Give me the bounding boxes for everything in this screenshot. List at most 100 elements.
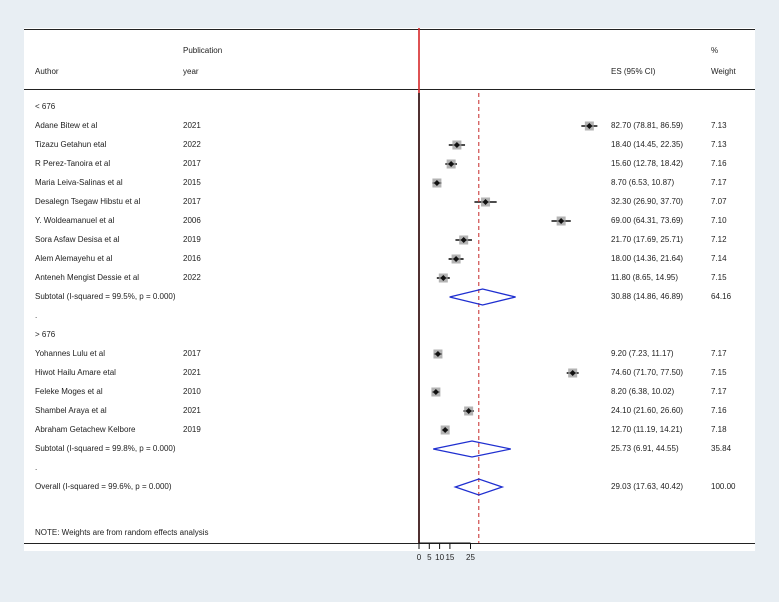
x-tick-label: 15 <box>445 553 454 562</box>
point-estimate <box>569 370 576 376</box>
study-year: 2006 <box>183 216 201 225</box>
study-ci: 21.70 (17.69, 25.71) <box>611 235 684 244</box>
study-year: 2021 <box>183 368 201 377</box>
study-author: Shambel Araya et al <box>35 406 107 415</box>
overall-label: Overall (I-squared = 99.6%, p = 0.000) <box>35 482 172 491</box>
point-estimate <box>465 408 472 414</box>
study-weight: 7.13 <box>711 121 727 130</box>
header-weight-line2: Weight <box>711 67 736 76</box>
study-ci: 74.60 (71.70, 77.50) <box>611 368 684 377</box>
study-year: 2017 <box>183 159 201 168</box>
study-year: 2010 <box>183 387 201 396</box>
study-weight: 7.16 <box>711 159 727 168</box>
subtotal-label: Subtotal (I-squared = 99.8%, p = 0.000) <box>35 444 176 453</box>
study-year: 2021 <box>183 406 201 415</box>
study-weight: 7.15 <box>711 273 727 282</box>
study-weight: 7.14 <box>711 254 727 263</box>
forest-plot: Publication Author year ES (95% CI) % We… <box>24 28 755 562</box>
study-year: 2016 <box>183 254 201 263</box>
point-estimate <box>482 199 489 205</box>
study-weight: 7.17 <box>711 178 727 187</box>
header-author: Author <box>35 67 59 76</box>
subtotal-weight: 64.16 <box>711 292 732 301</box>
study-ci: 8.20 (6.38, 10.02) <box>611 387 675 396</box>
study-author: Y. Woldeamanuel et al <box>35 216 115 225</box>
subtotal-ci: 30.88 (14.86, 46.89) <box>611 292 684 301</box>
point-estimate <box>453 142 460 148</box>
study-author: Sora Asfaw Desisa et al <box>35 235 120 244</box>
study-year: 2017 <box>183 197 201 206</box>
study-year: 2022 <box>183 273 201 282</box>
study-ci: 24.10 (21.60, 26.60) <box>611 406 684 415</box>
header-year-line2: year <box>183 67 199 76</box>
study-weight: 7.17 <box>711 349 727 358</box>
study-author: Yohannes Lulu et al <box>35 349 105 358</box>
group-label: > 676 <box>35 330 56 339</box>
header-weight-line1: % <box>711 46 719 55</box>
point-estimate <box>453 256 460 262</box>
study-year: 2022 <box>183 140 201 149</box>
point-estimate <box>440 275 447 281</box>
point-estimate <box>448 161 455 167</box>
study-author: Adane Bitew et al <box>35 121 98 130</box>
x-tick-label: 25 <box>466 553 475 562</box>
study-ci: 82.70 (78.81, 86.59) <box>611 121 684 130</box>
overall-ci: 29.03 (17.63, 40.42) <box>611 482 684 491</box>
forest-graphics: 0 5 10 15 25 <box>417 28 598 562</box>
subtotal-diamond <box>449 288 516 306</box>
study-author: Feleke Moges et al <box>35 387 103 396</box>
subtotal-ci: 25.73 (6.91, 44.55) <box>611 444 679 453</box>
study-ci: 8.70 (6.53, 10.87) <box>611 178 675 187</box>
header-rule-top <box>24 29 755 30</box>
point-estimate <box>586 123 593 129</box>
study-author: Hiwot Hailu Amare etal <box>35 368 116 377</box>
study-weight: 7.10 <box>711 216 727 225</box>
study-author: Desalegn Tsegaw Hibstu et al <box>35 197 141 206</box>
point-estimate <box>434 351 441 357</box>
point-estimate <box>432 389 439 395</box>
study-author: Abraham Getachew Kelbore <box>35 425 136 434</box>
study-author: Anteneh Mengist Dessie et al <box>35 273 140 282</box>
study-ci: 15.60 (12.78, 18.42) <box>611 159 684 168</box>
footer-rule <box>24 543 755 544</box>
overall-diamond <box>453 478 505 496</box>
study-year: 2015 <box>183 178 201 187</box>
point-estimate <box>558 218 565 224</box>
header-year-line1: Publication <box>183 46 223 55</box>
weights-note: NOTE: Weights are from random effects an… <box>35 528 209 537</box>
separator-dot: . <box>35 311 38 320</box>
study-year: 2019 <box>183 235 201 244</box>
study-ci: 18.00 (14.36, 21.64) <box>611 254 684 263</box>
x-tick-label: 0 <box>417 553 422 562</box>
study-author: Alem Alemayehu et al <box>35 254 113 263</box>
study-year: 2017 <box>183 349 201 358</box>
study-ci: 32.30 (26.90, 37.70) <box>611 197 684 206</box>
study-year: 2019 <box>183 425 201 434</box>
study-ci: 12.70 (11.19, 14.21) <box>611 425 683 434</box>
study-weight: 7.17 <box>711 387 727 396</box>
study-ci: 18.40 (14.45, 22.35) <box>611 140 684 149</box>
study-weight: 7.15 <box>711 368 727 377</box>
subtotal-label: Subtotal (I-squared = 99.5%, p = 0.000) <box>35 292 176 301</box>
subtotal-diamond <box>433 440 511 458</box>
study-ci: 11.80 (8.65, 14.95) <box>611 273 679 282</box>
study-author: Maria Leiva-Salinas et al <box>35 178 123 187</box>
point-estimate <box>442 427 449 433</box>
study-author: R Perez-Tanoira et al <box>35 159 111 168</box>
separator-dot: . <box>35 463 38 472</box>
point-estimate <box>460 237 467 243</box>
study-weight: 7.16 <box>711 406 727 415</box>
study-weight: 7.18 <box>711 425 727 434</box>
header-rule-bottom <box>24 89 755 90</box>
study-author: Tizazu Getahun etal <box>35 140 107 149</box>
header-es: ES (95% CI) <box>611 67 656 76</box>
study-weight: 7.13 <box>711 140 727 149</box>
study-ci: 9.20 (7.23, 11.17) <box>611 349 674 358</box>
group-label: < 676 <box>35 102 56 111</box>
point-estimate <box>433 180 440 186</box>
study-weight: 7.07 <box>711 197 727 206</box>
subtotal-weight: 35.84 <box>711 444 732 453</box>
study-weight: 7.12 <box>711 235 727 244</box>
x-tick-label: 5 <box>427 553 432 562</box>
study-ci: 69.00 (64.31, 73.69) <box>611 216 684 225</box>
